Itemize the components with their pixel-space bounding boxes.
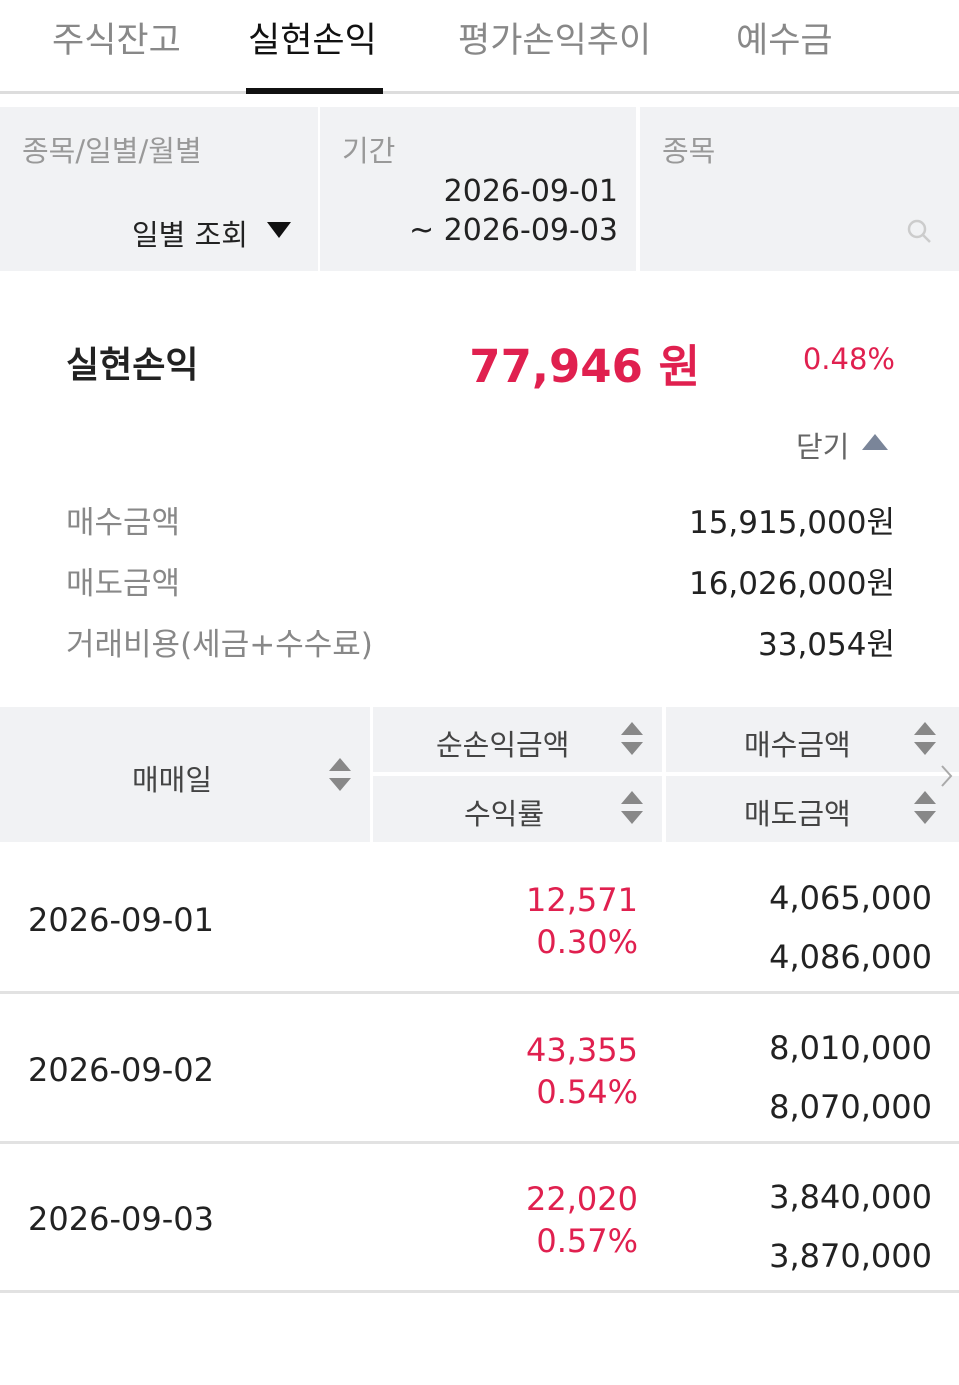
trade-date: 2026-09-02 (28, 1050, 214, 1089)
sell-amount: 4,086,000 (769, 938, 932, 976)
tab[interactable]: 주식잔고 (52, 21, 181, 61)
filter-label: 종목/일별/월별 (22, 134, 202, 168)
row-divider (0, 991, 959, 994)
detail-label: 매수금액 (66, 505, 181, 541)
profit-rate: 0.54% (536, 1072, 638, 1111)
row-divider (0, 1290, 959, 1293)
summary-amount: 77,946 원 (469, 340, 700, 393)
detail-label: 거래비용(세금+수수료) (66, 627, 373, 663)
close-icon (862, 434, 888, 450)
detail-value: 15,915,000원 (688, 505, 895, 541)
detail-value: 16,026,000원 (688, 566, 895, 602)
sort-button[interactable] (329, 758, 351, 794)
close-toggle[interactable]: 닫기 (796, 430, 850, 464)
sell-amount: 3,870,000 (769, 1237, 932, 1275)
net-profit: 12,571 (526, 881, 638, 919)
sort-button[interactable] (914, 722, 936, 758)
sort-button[interactable] (914, 791, 936, 827)
profit-rate: 0.30% (536, 923, 638, 961)
header-label: 순손익금액 (436, 728, 570, 762)
header-cell[interactable] (373, 707, 662, 772)
filter-period[interactable] (320, 107, 636, 271)
filter-value: 일별 조회 (132, 218, 248, 252)
period-start: 2026-09-01 (443, 174, 618, 209)
search-icon[interactable] (906, 218, 934, 246)
sort-button[interactable] (621, 791, 643, 827)
header-cell[interactable] (373, 776, 662, 842)
sort-button[interactable] (621, 722, 643, 758)
summary-label: 실현손익 (66, 345, 199, 386)
buy-amount: 8,010,000 (769, 1028, 932, 1067)
buy-amount: 4,065,000 (769, 879, 932, 917)
trade-date: 2026-09-01 (28, 901, 214, 939)
tab[interactable]: 예수금 (736, 21, 833, 61)
dropdown-icon (267, 222, 291, 238)
header-label: 수익률 (464, 797, 545, 831)
filter-label: 종목 (662, 134, 716, 168)
header-cell[interactable] (666, 776, 959, 842)
summary-rate: 0.48% (802, 342, 895, 376)
detail-value: 33,054원 (758, 627, 895, 663)
net-profit: 43,355 (526, 1030, 638, 1069)
detail-label: 매도금액 (66, 566, 181, 602)
filter-stock[interactable] (640, 107, 959, 271)
filter-type[interactable] (0, 107, 318, 271)
header-label: 매수금액 (744, 728, 851, 762)
buy-amount: 3,840,000 (769, 1178, 932, 1216)
filter-label: 기간 (342, 134, 396, 168)
header-label: 매도금액 (744, 797, 851, 831)
profit-rate: 0.57% (536, 1222, 638, 1260)
scroll-hint (941, 765, 953, 787)
sell-amount: 8,070,000 (769, 1087, 932, 1126)
tab[interactable]: 평가손익추이 (458, 21, 652, 61)
net-profit: 22,020 (526, 1180, 638, 1218)
tab-divider (0, 91, 959, 94)
row-divider (0, 1140, 959, 1144)
header-cell[interactable] (0, 707, 370, 842)
tab-indicator (246, 88, 383, 94)
period-end: ~ 2026-09-03 (408, 213, 618, 248)
tab-active[interactable]: 실현손익 (248, 21, 377, 61)
header-label: 매매일 (132, 763, 213, 797)
trade-date: 2026-09-03 (28, 1200, 214, 1238)
header-cell[interactable] (666, 707, 959, 772)
